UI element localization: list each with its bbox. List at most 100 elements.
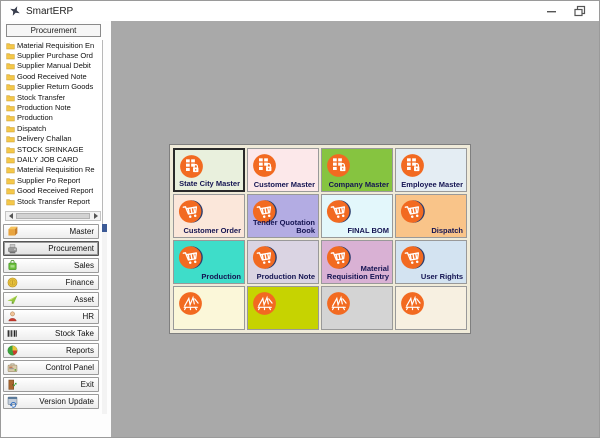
menu-item-label: Reports bbox=[65, 346, 94, 355]
sidebar-list-item-daily-job-card[interactable]: DAILY JOB CARD bbox=[6, 154, 102, 164]
menu-item-label: Finance bbox=[65, 278, 94, 287]
tile-label: Material Requisition Entry bbox=[326, 263, 389, 282]
tile-blank-14[interactable] bbox=[247, 286, 319, 330]
tile-user-rights[interactable]: User Rights bbox=[395, 240, 467, 284]
sidebar-list-item-material-requisition-en[interactable]: Material Requisition En bbox=[6, 40, 102, 50]
menu-item-master[interactable]: Master bbox=[3, 224, 99, 239]
folder-icon bbox=[6, 165, 15, 174]
tile-label: User Rights bbox=[420, 272, 463, 282]
tile-customer-master[interactable]: Customer Master bbox=[247, 148, 319, 192]
tile-company-master[interactable]: Company Master bbox=[321, 148, 393, 192]
window-title: SmartERP bbox=[26, 5, 74, 17]
menu-item-label: Sales bbox=[73, 261, 94, 270]
tile-dispatch[interactable]: Dispatch bbox=[395, 194, 467, 238]
cube-icon bbox=[6, 225, 19, 238]
tile-material-requisition-entry[interactable]: Material Requisition Entry bbox=[321, 240, 393, 284]
menu-item-hr[interactable]: HR bbox=[3, 309, 99, 324]
window-controls bbox=[545, 5, 591, 17]
sidebar-list-item-supplier-purchase-ord[interactable]: Supplier Purchase Ord bbox=[6, 50, 102, 60]
horizontal-scrollbar[interactable] bbox=[5, 211, 101, 221]
vertical-scrollbar[interactable] bbox=[102, 224, 107, 414]
scroll-left-arrow-icon[interactable] bbox=[6, 212, 15, 220]
menu-item-exit[interactable]: Exit bbox=[3, 377, 99, 392]
sidebar-list-item-stock-transfer[interactable]: Stock Transfer bbox=[6, 92, 102, 102]
menu-item-sales[interactable]: Sales bbox=[3, 258, 99, 273]
sidebar-list-item-dispatch[interactable]: Dispatch bbox=[6, 123, 102, 133]
list-item-label: Delivery Challan bbox=[17, 134, 72, 144]
tile-tender-quotation-book[interactable]: Tender Quotation Book bbox=[247, 194, 319, 238]
folder-icon bbox=[6, 82, 15, 91]
folder-icon bbox=[6, 134, 15, 143]
sidebar-list-item-delivery-challan[interactable]: Delivery Challan bbox=[6, 134, 102, 144]
folder-icon bbox=[6, 176, 15, 185]
folder-icon bbox=[6, 51, 15, 60]
cart-icon bbox=[399, 198, 426, 225]
signature-icon bbox=[251, 290, 278, 317]
scroll-right-arrow-icon[interactable] bbox=[91, 212, 100, 220]
folder-icon bbox=[6, 41, 15, 50]
menu-item-stock-take[interactable]: Stock Take bbox=[3, 326, 99, 341]
tile-label: Production Note bbox=[256, 272, 315, 282]
list-item-label: Stock Transfer Report bbox=[17, 196, 90, 206]
minimize-button[interactable] bbox=[545, 5, 559, 17]
tile-state-city-master[interactable]: State City Master bbox=[173, 148, 245, 192]
menu-item-version-update[interactable]: Version Update bbox=[3, 394, 99, 409]
sidebar-list-item-good-received-note[interactable]: Good Received Note bbox=[6, 71, 102, 81]
tile-production[interactable]: Production bbox=[173, 240, 245, 284]
sales-box-icon bbox=[6, 259, 19, 272]
tile-employee-master[interactable]: Employee Master bbox=[395, 148, 467, 192]
tile-label: Employee Master bbox=[401, 180, 463, 190]
menu-item-label: Version Update bbox=[39, 397, 94, 406]
signature-icon bbox=[177, 290, 204, 317]
menu-item-finance[interactable]: Finance bbox=[3, 275, 99, 290]
list-item-label: Good Received Note bbox=[17, 71, 87, 81]
sidebar-list-item-production-note[interactable]: Production Note bbox=[6, 102, 102, 112]
tile-final-bom[interactable]: FINAL BOM bbox=[321, 194, 393, 238]
cart-icon bbox=[251, 244, 278, 271]
menu-item-reports[interactable]: Reports bbox=[3, 343, 99, 358]
sidebar-list-item-supplier-po-report[interactable]: Supplier Po Report bbox=[6, 175, 102, 185]
list-item-label: STOCK SRINKAGE bbox=[17, 144, 84, 154]
menu-item-label: Exit bbox=[80, 380, 94, 389]
barcode-icon bbox=[6, 327, 19, 340]
tile-label: Production bbox=[201, 272, 241, 282]
building-icon bbox=[178, 153, 205, 180]
sidebar-list-item-supplier-manual-debit[interactable]: Supplier Manual Debit bbox=[6, 61, 102, 71]
list-item-label: Good Received Report bbox=[17, 186, 94, 196]
cart-icon bbox=[325, 198, 352, 225]
list-item-label: Material Requisition En bbox=[17, 40, 95, 50]
building-icon bbox=[251, 152, 278, 179]
module-menu: Master Procurement Sales Finance Asset HR Stoc… bbox=[3, 224, 99, 411]
tile-blank-15[interactable] bbox=[321, 286, 393, 330]
minimize-icon bbox=[547, 11, 556, 13]
list-item-label: Supplier Purchase Ord bbox=[17, 51, 93, 61]
restore-button[interactable] bbox=[573, 5, 587, 17]
sidebar-list-item-good-received-report[interactable]: Good Received Report bbox=[6, 185, 102, 195]
sidebar-list-item-supplier-return-goods[interactable]: Supplier Return Goods bbox=[6, 82, 102, 92]
sidebar-section-header[interactable]: Procurement bbox=[6, 24, 101, 37]
tile-blank-16[interactable] bbox=[395, 286, 467, 330]
tile-customer-order[interactable]: Customer Order bbox=[173, 194, 245, 238]
list-item-label: Production Note bbox=[17, 103, 71, 113]
sidebar-list-item-stock-srinkage[interactable]: STOCK SRINKAGE bbox=[6, 144, 102, 154]
list-item-label: DAILY JOB CARD bbox=[17, 154, 78, 164]
menu-item-procurement[interactable]: Procurement bbox=[3, 241, 99, 256]
folder-icon bbox=[6, 113, 15, 122]
machine-icon bbox=[6, 242, 19, 255]
sidebar-list-item-stock-transfer-report[interactable]: Stock Transfer Report bbox=[6, 196, 102, 206]
window-content: Procurement Material Requisition En Suppl… bbox=[1, 21, 599, 437]
sidebar-list-item-production[interactable]: Production bbox=[6, 113, 102, 123]
menu-item-asset[interactable]: Asset bbox=[3, 292, 99, 307]
tile-blank-13[interactable] bbox=[173, 286, 245, 330]
pie-chart-icon bbox=[6, 344, 19, 357]
folder-icon bbox=[6, 155, 15, 164]
building-icon bbox=[325, 152, 352, 179]
cart-icon bbox=[177, 244, 204, 271]
menu-item-control-panel[interactable]: Control Panel bbox=[3, 360, 99, 375]
menu-item-label: Procurement bbox=[48, 244, 94, 253]
shortcut-tile-grid: State City Master Customer Master Company … bbox=[169, 144, 471, 334]
scrollbar-thumb[interactable] bbox=[102, 224, 107, 232]
scrollbar-thumb[interactable] bbox=[16, 213, 90, 219]
sidebar-list-item-material-requisition-re[interactable]: Material Requisition Re bbox=[6, 165, 102, 175]
tile-production-note[interactable]: Production Note bbox=[247, 240, 319, 284]
